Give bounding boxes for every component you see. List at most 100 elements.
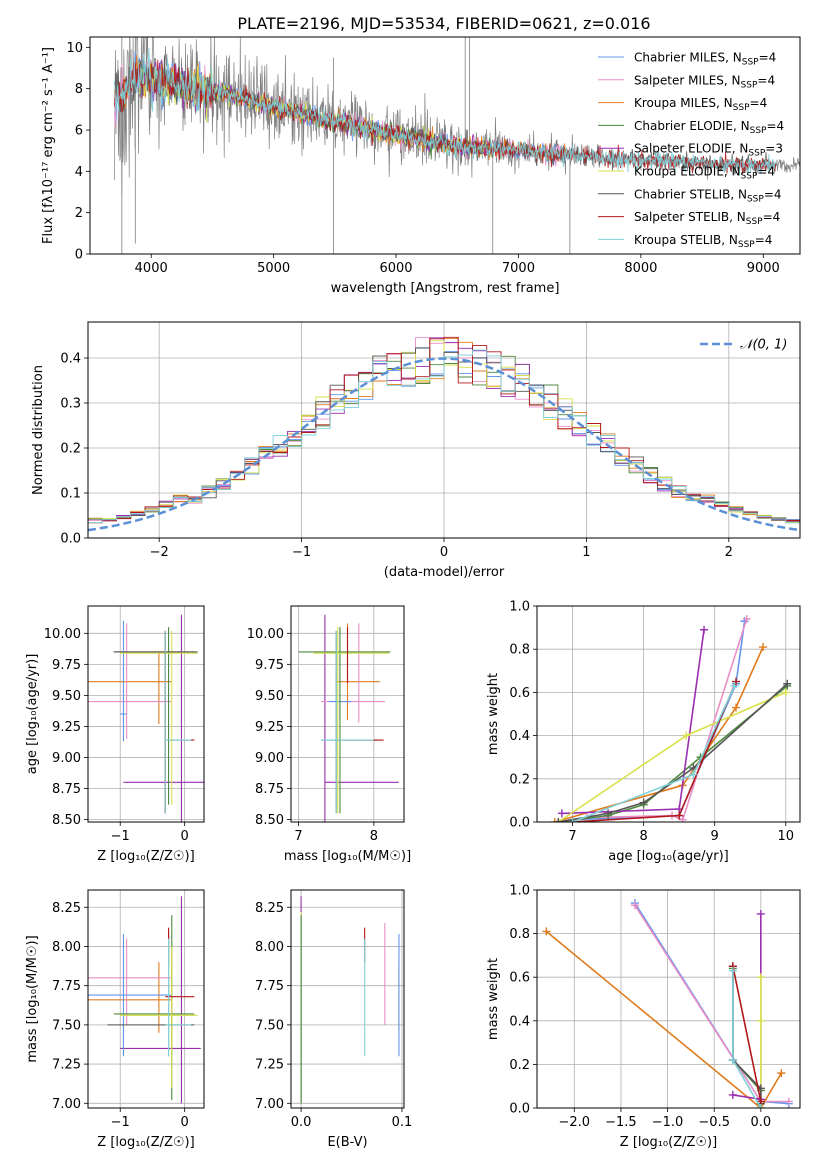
- y-tick-label: 7.50: [52, 1018, 81, 1033]
- plot-area: [114, 37, 800, 254]
- legend-entry: Salpeter ELODIE, NSSP=3: [634, 142, 783, 159]
- figure-title: PLATE=2196, MJD=53534, FIBERID=0621, z=0…: [237, 14, 650, 33]
- weight-point: [756, 1016, 765, 1025]
- y-tick-label: 1.0: [509, 884, 530, 899]
- y-tick-label: 8.75: [52, 782, 81, 797]
- weight-point: [554, 818, 563, 822]
- model-spectrum-chabrier-stelib: [114, 55, 776, 175]
- y-tick-label: 0.2: [509, 1058, 530, 1073]
- y-tick-label: 0: [75, 248, 83, 263]
- residual-histogram: [88, 349, 800, 524]
- x-tick-label: 0: [440, 545, 448, 560]
- legend-subscript: SSP: [741, 172, 758, 182]
- axes-border: [87, 889, 205, 1109]
- weight-point: [784, 1097, 793, 1106]
- weight-series: [557, 691, 787, 822]
- x-tick-label: 0: [181, 829, 189, 844]
- legend-suffix: =4: [766, 119, 784, 133]
- axes-frame: −1 0 7.00 7.25 7.50 7.75 8.00 8.25 Z [log₁₀(Z/Z☉…: [25, 889, 205, 1150]
- weight-series: [634, 904, 789, 1103]
- y-tick-label: 9.75: [255, 658, 284, 673]
- mass-vs-reddening-panel: 0.0 0.1 7.00 7.25 7.50 7.75 8.00 8.25 E(B-V): [255, 889, 412, 1150]
- legend-entry: Chabrier STELIB, NSSP=4: [634, 187, 782, 204]
- plot-area: [88, 336, 800, 532]
- axes-border: [290, 889, 405, 1109]
- weight-point: [604, 809, 613, 818]
- plot-area: [550, 614, 792, 822]
- y-tick-label: 10.00: [44, 627, 81, 642]
- mass-weight-vs-age-panel: 7 8 9 10 0.0 0.2 0.4 0.6 0.8 1.0 age [log₁₀(age/yr…: [486, 600, 801, 864]
- weight-point: [742, 614, 751, 623]
- legend-subscript: SSP: [747, 194, 764, 204]
- y-tick-label: 7.25: [255, 1058, 284, 1073]
- y-tick-label: 0.0: [60, 532, 81, 547]
- plot-area: [542, 899, 793, 1108]
- axes-frame: 0.0 0.1 7.00 7.25 7.50 7.75 8.00 8.25 E(B-V): [255, 889, 412, 1150]
- axes-frame: −2 −1 0 1 2 0.0 0.1 0.2 0.3 0.4 (data-model)/error…: [31, 321, 801, 580]
- x-tick-label: −2.0: [559, 1115, 591, 1130]
- plot-area: [88, 614, 204, 822]
- x-tick-label: 0: [181, 1115, 189, 1130]
- weight-series: [558, 683, 788, 822]
- x-tick-label: 10: [778, 829, 795, 844]
- weight-point: [678, 815, 687, 822]
- y-tick-label: 0.8: [509, 643, 530, 658]
- axes-frame: 7 8 8.50 8.75 9.00 9.25 9.50 9.75 10.00 mass [log…: [247, 605, 411, 864]
- legend-subscript: SSP: [742, 58, 759, 68]
- weight-point: [756, 909, 765, 918]
- legend-entry: Salpeter MILES, NSSP=4: [634, 73, 775, 90]
- weight-point: [675, 811, 684, 820]
- axes-frame: 7 8 9 10 0.0 0.2 0.4 0.6 0.8 1.0 age [log₁₀(age/yr…: [486, 600, 801, 864]
- axes-frame: −2.0 −1.5 −1.0 −0.5 0.0 0.0 0.2 0.4 0.6 0.8 1.0 Z […: [486, 884, 801, 1150]
- weight-series: [586, 618, 748, 821]
- y-tick-label: 0.8: [509, 927, 530, 942]
- x-axis-label: mass [log₁₀(M/M☉)]: [284, 849, 411, 864]
- y-tick-label: 2: [75, 206, 83, 221]
- y-tick-label: 10.00: [247, 627, 284, 642]
- x-tick-label: 8: [370, 829, 378, 844]
- weight-point: [682, 731, 691, 740]
- x-tick-label: 2: [725, 545, 733, 560]
- x-tick-label: 7: [568, 829, 576, 844]
- y-tick-label: 0.2: [60, 442, 81, 457]
- weight-point: [542, 927, 551, 936]
- x-tick-label: −2: [150, 545, 169, 560]
- axes-border: [290, 605, 405, 823]
- y-axis-label: mass [log₁₀(M/M☉)]: [25, 935, 40, 1062]
- age-vs-mass-panel: 7 8 8.50 8.75 9.00 9.25 9.50 9.75 10.00 mass [log…: [247, 605, 411, 864]
- y-tick-label: 0.2: [509, 772, 530, 787]
- weight-series: [545, 930, 782, 1108]
- weight-point: [568, 818, 577, 822]
- y-tick-label: 0.4: [509, 729, 530, 744]
- legend-entry: Kroupa MILES, NSSP=4: [634, 96, 767, 113]
- y-tick-label: 0.0: [509, 816, 530, 831]
- legend-entry: Kroupa ELODIE, NSSP=4: [634, 165, 775, 182]
- y-tick-label: 0.6: [509, 971, 530, 986]
- weight-point: [781, 688, 790, 697]
- y-tick-label: 6: [75, 124, 83, 139]
- x-axis-label: E(B-V): [327, 1135, 367, 1150]
- axes-border: [536, 889, 801, 1109]
- age-vs-metallicity-panel: −1 0 8.50 8.75 9.00 9.25 9.50 9.75 10.00 Z [log₁₀…: [25, 605, 205, 864]
- weight-point: [759, 643, 768, 652]
- y-axis-label: Flux [fλ10⁻¹⁷ erg cm⁻² s⁻¹ A⁻¹]: [41, 47, 56, 244]
- residuals-panel: −2 −1 0 1 2 0.0 0.1 0.2 0.3 0.4 (data-model)/error…: [31, 321, 801, 580]
- legend-subscript: SSP: [733, 103, 750, 113]
- weight-point: [639, 798, 648, 807]
- weight-point: [728, 966, 737, 975]
- weight-point: [732, 677, 741, 686]
- axes-frame: −1 0 8.50 8.75 9.00 9.25 9.50 9.75 10.00 Z [log₁₀…: [25, 605, 205, 864]
- x-tick-label: 8000: [624, 261, 657, 276]
- legend-suffix: =3: [765, 142, 783, 156]
- y-tick-label: 7.00: [255, 1097, 284, 1112]
- y-axis-label: Normed distribution: [31, 365, 46, 495]
- x-tick-label: 6000: [379, 261, 412, 276]
- legend-subscript: SSP: [746, 217, 763, 227]
- legend-label: Chabrier MILES, N: [634, 51, 742, 65]
- x-tick-label: 0.0: [750, 1115, 771, 1130]
- y-tick-label: 7.75: [52, 979, 81, 994]
- x-tick-label: 9: [711, 829, 719, 844]
- legend-label: Chabrier STELIB, N: [634, 187, 747, 201]
- legend-entry: Chabrier MILES, NSSP=4: [634, 51, 776, 68]
